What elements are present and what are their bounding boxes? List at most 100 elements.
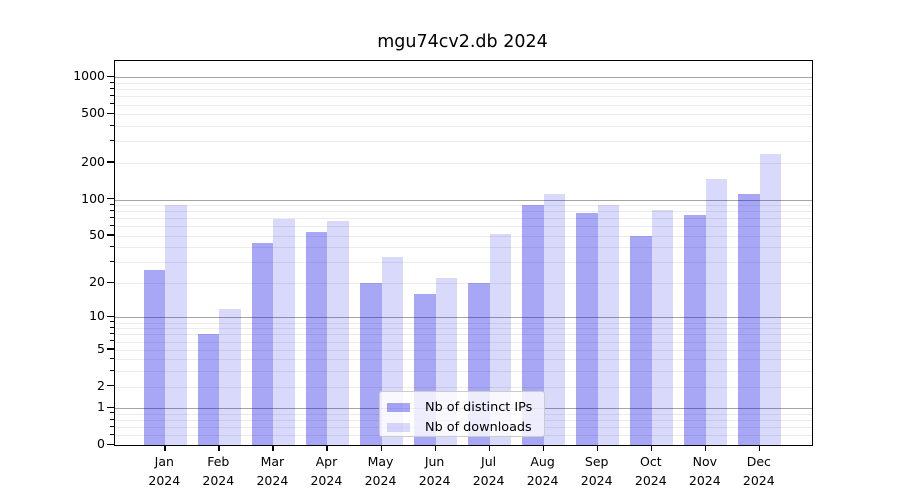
y-tick: [107, 406, 114, 408]
x-tick-label: Feb 2024: [183, 453, 253, 490]
y-minor-tick: [110, 340, 114, 341]
x-tick-month: May: [367, 454, 394, 469]
bar-distinct-ips: [522, 205, 544, 445]
y-minor-tick: [110, 418, 114, 420]
y-tick: [107, 348, 114, 350]
y-minor-tick: [110, 224, 114, 226]
minor-gridline: [115, 359, 812, 361]
y-tick: [107, 112, 114, 115]
legend-label-distinct-ips: Nb of distinct IPs: [425, 399, 533, 415]
y-tick-label: 2: [97, 377, 105, 393]
x-tick-month: Feb: [207, 454, 230, 469]
x-tick-year: 2024: [688, 472, 721, 488]
y-tick: [107, 234, 114, 236]
y-minor-tick: [110, 332, 114, 334]
x-tick-label: Sep 2024: [562, 453, 632, 490]
y-minor-tick: [110, 209, 114, 211]
x-tick-month: Jan: [154, 454, 174, 469]
bar-distinct-ips: [251, 242, 274, 445]
y-tick-label: 10: [89, 308, 105, 324]
x-tick: [326, 445, 328, 451]
x-tick: [650, 445, 653, 451]
y-tick: [107, 75, 114, 78]
bar-distinct-ips: [143, 269, 166, 445]
y-minor-tick: [110, 425, 114, 427]
x-tick: [704, 445, 707, 451]
x-tick-year: 2024: [256, 472, 289, 488]
x-tick-month: Aug: [530, 454, 555, 469]
x-tick-label: Mar 2024: [237, 453, 307, 490]
x-tick-year: 2024: [526, 472, 559, 488]
x-tick-month: Nov: [692, 454, 717, 469]
x-tick-month: Apr: [315, 454, 338, 469]
x-tick-label: Jul 2024: [454, 453, 524, 490]
y-minor-tick: [110, 369, 114, 371]
y-minor-tick: [110, 103, 114, 105]
y-tick-label: 50: [89, 226, 105, 242]
x-tick-label: May 2024: [346, 453, 416, 490]
bar-downloads: [705, 179, 728, 445]
chart-title: mgu74cv2.db 2024: [377, 32, 548, 52]
y-tick-label: 100: [81, 190, 105, 206]
x-tick: [164, 445, 166, 451]
legend-swatch-distinct-ips: [387, 402, 410, 412]
x-tick-label: Dec 2024: [724, 453, 794, 490]
x-tick-month: Sep: [584, 454, 609, 469]
x-tick: [272, 445, 274, 451]
minor-gridline: [115, 104, 812, 106]
minor-gridline: [115, 235, 812, 237]
minor-gridline: [115, 218, 812, 220]
y-minor-tick: [110, 260, 114, 262]
bar-distinct-ips: [684, 214, 706, 445]
minor-gridline: [115, 262, 812, 264]
minor-gridline: [115, 141, 812, 143]
y-minor-tick: [110, 245, 114, 247]
x-tick: [488, 445, 490, 451]
x-tick-year: 2024: [364, 472, 397, 488]
legend-swatch-downloads: [387, 422, 410, 432]
legend-label-downloads: Nb of downloads: [425, 419, 532, 435]
x-tick-year: 2024: [310, 472, 343, 488]
y-tick: [107, 161, 114, 163]
y-tick-label: 1: [97, 399, 105, 415]
x-tick: [758, 445, 761, 451]
bar-distinct-ips: [197, 334, 220, 445]
bar-distinct-ips: [738, 193, 760, 445]
minor-gridline: [115, 328, 812, 330]
minor-gridline: [115, 162, 812, 164]
legend-row-distinct-ips: Nb of distinct IPs: [387, 397, 544, 417]
x-tick-year: 2024: [634, 472, 667, 488]
x-tick-label: Aug 2024: [508, 453, 578, 490]
minor-gridline: [115, 341, 812, 343]
minor-gridline: [115, 211, 812, 213]
y-tick: [107, 385, 114, 387]
bar-distinct-ips: [576, 212, 598, 445]
x-tick-month: Jul: [481, 454, 497, 469]
bar-downloads: [165, 205, 187, 445]
y-tick-label: 1000: [73, 68, 105, 84]
minor-gridline: [115, 283, 812, 284]
minor-gridline: [115, 334, 812, 336]
bar-distinct-ips: [630, 235, 652, 445]
y-minor-tick: [110, 321, 114, 322]
major-gridline: [115, 77, 812, 79]
x-tick-month: Jun: [424, 454, 445, 469]
bar-downloads: [543, 193, 566, 445]
y-tick-label: 200: [81, 153, 105, 169]
y-tick-label: 20: [89, 274, 105, 289]
y-minor-tick: [110, 326, 114, 328]
x-tick: [542, 445, 544, 451]
minor-gridline: [115, 89, 812, 91]
x-tick: [380, 445, 382, 451]
bar-distinct-ips: [305, 231, 328, 445]
y-tick-label: 5: [97, 340, 105, 356]
minor-gridline: [115, 226, 812, 228]
major-gridline: [115, 199, 812, 201]
bar-distinct-ips: [360, 283, 382, 445]
minor-gridline: [115, 126, 812, 128]
y-tick-label: 0: [97, 436, 105, 451]
plot-area: Nb of distinct IPs Nb of downloads: [114, 60, 813, 446]
legend: Nb of distinct IPs Nb of downloads: [379, 391, 545, 437]
legend-row-downloads: Nb of downloads: [387, 417, 544, 437]
